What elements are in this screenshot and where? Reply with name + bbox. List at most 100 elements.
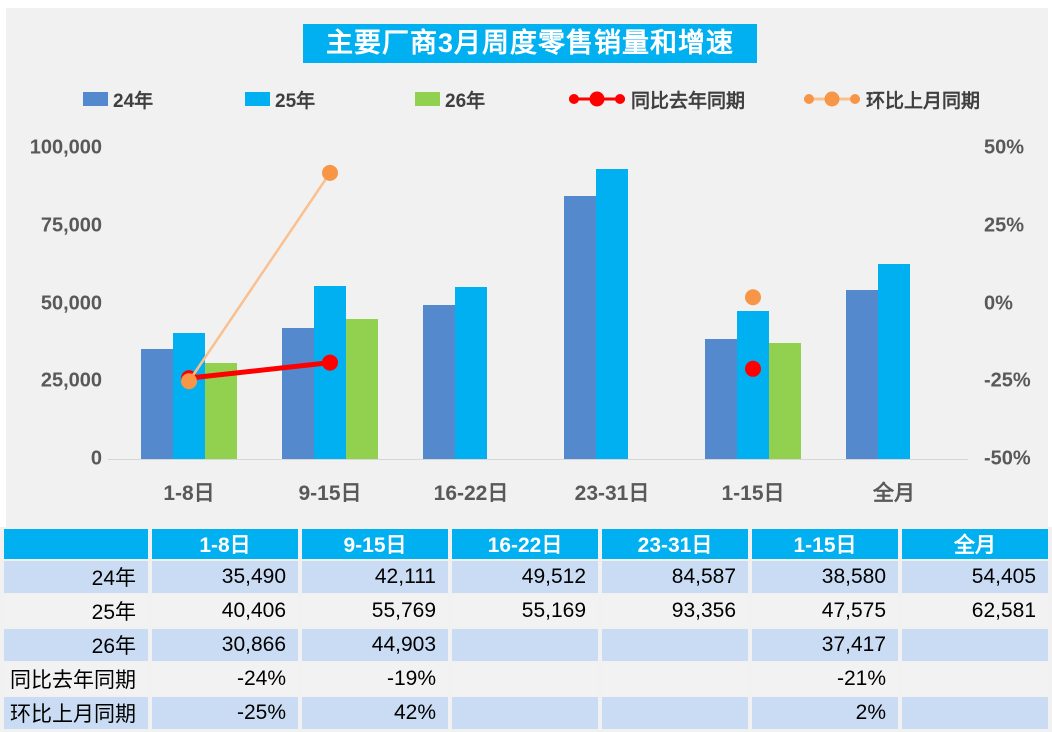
table-header-cell: 1-15日 <box>752 529 898 559</box>
chart-legend: 24年 25年 26年 同比去年同期 环比上月同期 <box>0 86 1052 112</box>
table-header-cell: 9-15日 <box>302 529 448 559</box>
table-cell <box>902 629 1048 661</box>
table-cell: 44,903 <box>302 629 448 661</box>
table-cell: 42,111 <box>302 561 448 593</box>
legend-swatch-icon <box>415 92 440 106</box>
legend-item-0: 24年 <box>83 86 153 112</box>
y-left-tick: 100,000 <box>29 136 102 159</box>
bar-2-cat-0 <box>205 363 237 459</box>
data-table-wrap: 1-8日 9-15日 16-22日 23-31日 1-15日 全月 24年 35,490 42… <box>0 527 1052 731</box>
legend-item-4: 环比上月同期 <box>803 86 980 112</box>
table-header-corner <box>4 529 148 559</box>
bar-0-cat-5 <box>846 289 878 459</box>
y-right-tick: 25% <box>984 214 1025 237</box>
legend-line-marker-icon <box>569 91 625 107</box>
table-header-cell: 全月 <box>902 529 1048 559</box>
bar-1-cat-2 <box>455 287 487 459</box>
x-axis-label: 16-22日 <box>433 482 509 505</box>
table-cell <box>452 629 598 661</box>
table-cell <box>902 697 1048 729</box>
bar-1-cat-4 <box>737 311 769 459</box>
x-axis-label: 1-8日 <box>163 482 215 505</box>
table-cell: 54,405 <box>902 561 1048 593</box>
legend-label: 环比上月同期 <box>866 90 981 112</box>
table-cell: 47,575 <box>752 595 898 627</box>
y-right-tick: -50% <box>984 447 1031 470</box>
table-cell: 37,417 <box>752 629 898 661</box>
table-row-label: 25年 <box>4 595 148 627</box>
x-axis-label: 全月 <box>873 482 915 505</box>
bar-1-cat-5 <box>878 264 910 459</box>
table-cell: 84,587 <box>602 561 748 593</box>
table-cell <box>452 697 598 729</box>
line-marker-1-cat-1 <box>322 164 338 181</box>
bar-2-cat-1 <box>346 319 378 459</box>
table-cell: 2% <box>752 697 898 729</box>
table-cell: 35,490 <box>152 561 298 593</box>
table-cell: 42% <box>302 697 448 729</box>
table-cell: 49,512 <box>452 561 598 593</box>
legend-item-3: 同比去年同期 <box>568 86 745 112</box>
table-header-row: 1-8日 9-15日 16-22日 23-31日 1-15日 全月 <box>4 529 1048 559</box>
table-cell: -24% <box>152 663 298 695</box>
table-row: 环比上月同期 -25% 42% 2% <box>4 697 1048 729</box>
table-cell: 30,866 <box>152 629 298 661</box>
chart-title: 主要厂商3月周度零售销量和增速 <box>303 24 757 63</box>
table-cell: 93,356 <box>602 595 748 627</box>
table-cell: 55,769 <box>302 595 448 627</box>
bar-0-cat-2 <box>423 305 455 459</box>
sales-table: 1-8日 9-15日 16-22日 23-31日 1-15日 全月 24年 35,490 42… <box>0 527 1052 731</box>
legend-item-2: 26年 <box>415 86 485 112</box>
bar-1-cat-0 <box>173 333 205 459</box>
right-margin <box>1048 0 1052 527</box>
x-axis-label: 23-31日 <box>574 482 650 505</box>
table-row-label: 24年 <box>4 561 148 593</box>
table-row-label: 26年 <box>4 629 148 661</box>
y-left-tick: 75,000 <box>40 214 102 237</box>
table-row-label: 环比上月同期 <box>4 697 148 729</box>
legend-line-marker-icon <box>804 91 860 107</box>
legend-label: 25年 <box>275 90 316 112</box>
y-right-tick: -25% <box>984 369 1031 392</box>
top-margin <box>0 0 1052 8</box>
table-row: 26年 30,866 44,903 37,417 <box>4 629 1048 661</box>
table-row: 25年 40,406 55,769 55,169 93,356 47,575 62,581 <box>4 595 1048 627</box>
table-row: 24年 35,490 42,111 49,512 84,587 38,580 54,405 <box>4 561 1048 593</box>
y-right-tick: 50% <box>984 136 1025 159</box>
table-cell: 55,169 <box>452 595 598 627</box>
y-left-tick: 25,000 <box>40 369 102 392</box>
y-left-tick: 50,000 <box>40 292 102 314</box>
y-right-tick: 0% <box>984 292 1013 314</box>
table-cell <box>602 697 748 729</box>
table-cell: 62,581 <box>902 595 1048 627</box>
bar-0-cat-3 <box>564 195 596 459</box>
table-cell <box>902 663 1048 695</box>
table-row: 同比去年同期 -24% -19% -21% <box>4 663 1048 695</box>
table-header-cell: 1-8日 <box>152 529 298 559</box>
bar-0-cat-1 <box>282 328 314 459</box>
line-marker-1-cat-4 <box>745 289 761 306</box>
table-cell: 40,406 <box>152 595 298 627</box>
table-cell <box>602 663 748 695</box>
left-margin <box>0 0 6 527</box>
legend-item-1: 25年 <box>245 86 315 112</box>
bar-0-cat-4 <box>705 339 737 459</box>
y-left-tick: 0 <box>90 447 102 470</box>
legend-label: 24年 <box>113 90 154 112</box>
table-cell <box>452 663 598 695</box>
table-cell: 38,580 <box>752 561 898 593</box>
bar-2-cat-4 <box>769 342 801 459</box>
bar-0-cat-0 <box>141 348 173 459</box>
table-cell: -25% <box>152 697 298 729</box>
legend-label: 26年 <box>445 90 486 112</box>
table-cell <box>602 629 748 661</box>
x-axis-label: 1-15日 <box>721 482 785 505</box>
legend-swatch-icon <box>83 92 108 106</box>
bar-1-cat-3 <box>596 168 628 459</box>
table-header-row: 1-8日 9-15日 16-22日 23-31日 1-15日 全月 <box>4 529 1048 559</box>
x-axis-line <box>108 459 968 460</box>
bar-1-cat-1 <box>314 285 346 459</box>
x-axis-label: 9-15日 <box>298 482 362 505</box>
table-header-cell: 23-31日 <box>602 529 748 559</box>
table-cell: -19% <box>302 663 448 695</box>
